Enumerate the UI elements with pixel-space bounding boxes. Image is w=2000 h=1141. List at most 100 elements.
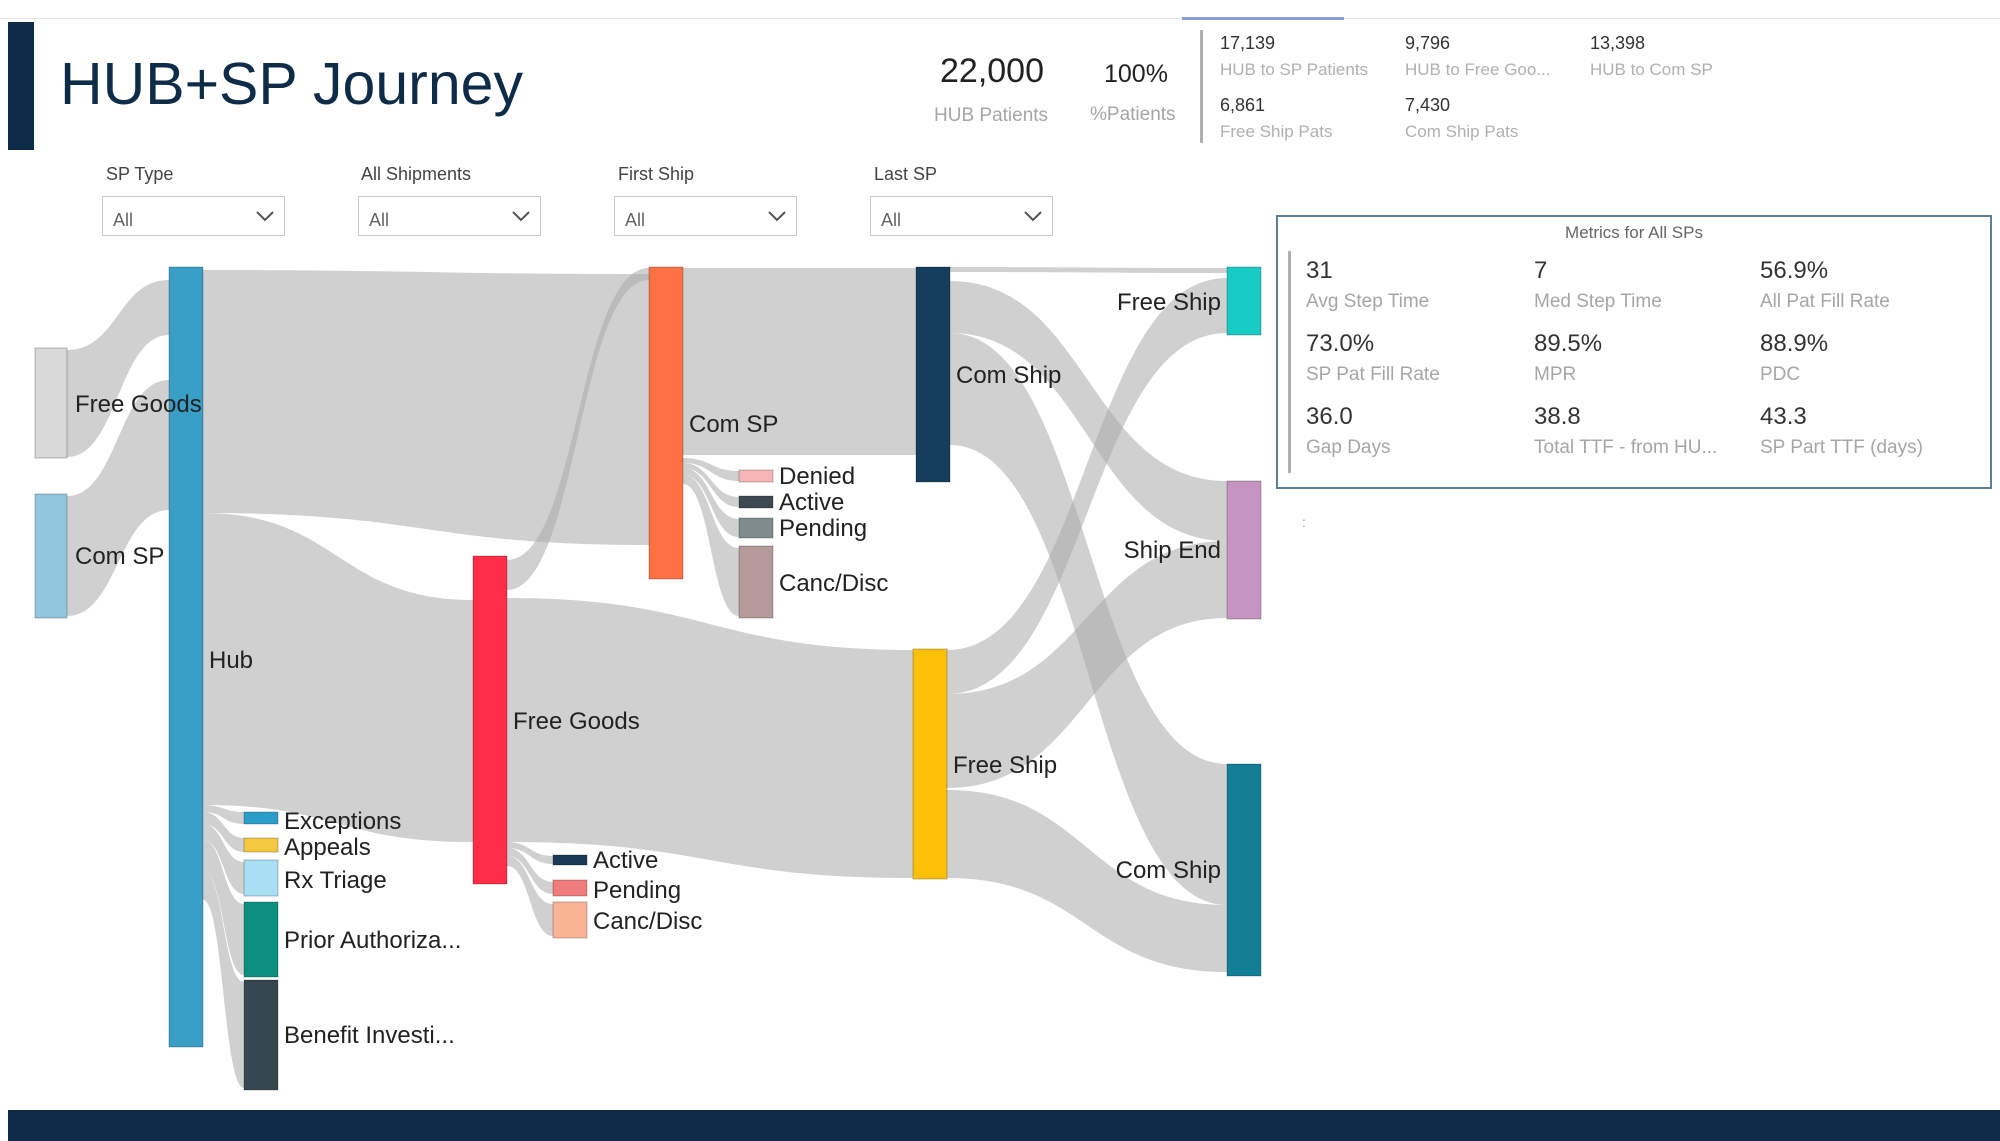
link-com-ship-to-end-ship-end[interactable] <box>950 281 1227 541</box>
metric-all-pat-fill-rate-label: All Pat Fill Rate <box>1760 291 1890 312</box>
slicer-last-sp-dropdown[interactable]: All <box>870 196 1053 236</box>
node-label-rx-triage: Rx Triage <box>284 867 387 894</box>
stray-mark: : <box>1302 514 1306 530</box>
link-com-sp-to-com-ship[interactable] <box>683 268 916 455</box>
node-hub[interactable] <box>168 266 204 1048</box>
slicer-first-ship-dropdown[interactable]: All <box>614 196 797 236</box>
slicer-sp-type-label: SP Type <box>106 164 174 184</box>
metric-sp-part-ttf-label: SP Part TTF (days) <box>1760 437 1923 458</box>
link-free-ship-to-end-ship-end[interactable] <box>947 541 1227 788</box>
slicer-all-shipments-value: All <box>369 210 390 230</box>
metric-gap-days-label: Gap Days <box>1306 437 1391 458</box>
node-end-ship-end[interactable] <box>1226 480 1262 620</box>
node-com-ship[interactable] <box>915 266 951 483</box>
link-hub-to-exceptions[interactable] <box>203 805 244 824</box>
node-src-free[interactable] <box>34 347 68 459</box>
metric-total-ttf-value: 38.8 <box>1534 403 1581 430</box>
node-label-free-goods: Free Goods <box>513 708 640 735</box>
node-label-free-ship: Free Ship <box>953 752 1057 779</box>
node-end-com-ship[interactable] <box>1226 763 1262 977</box>
link-com-sp-to-com-denied[interactable] <box>683 458 739 481</box>
node-com-pending[interactable] <box>738 517 774 539</box>
link-free-goods-to-free-ship[interactable] <box>507 598 913 878</box>
slicer-all-shipments-dropdown[interactable]: All <box>358 196 541 236</box>
kpi-hub-to-free-value: 9,796 <box>1405 33 1451 53</box>
active-page-tab-indicator[interactable] <box>1182 17 1344 20</box>
node-com-active[interactable] <box>738 495 774 509</box>
node-free-active[interactable] <box>552 854 588 866</box>
link-free-goods-to-free-canc[interactable] <box>507 856 553 936</box>
top-divider <box>0 18 2000 19</box>
node-label-exceptions: Exceptions <box>284 808 401 835</box>
node-label-prior-auth: Prior Authoriza... <box>284 927 461 954</box>
chevron-down-icon <box>256 211 274 222</box>
node-label-com-denied: Denied <box>779 463 855 490</box>
link-com-sp-to-com-pending[interactable] <box>683 468 739 537</box>
node-src-com[interactable] <box>34 493 68 619</box>
node-com-sp[interactable] <box>648 266 684 580</box>
kpi-hub-to-sp-value: 17,139 <box>1220 33 1276 53</box>
slicer-first-ship-label: First Ship <box>618 164 695 184</box>
metric-avg-step-time-label: Avg Step Time <box>1306 291 1430 312</box>
node-exceptions[interactable] <box>243 811 279 825</box>
link-hub-to-benefit-inv[interactable] <box>203 870 244 1088</box>
kpi-separator <box>1200 30 1203 143</box>
node-label-src-free: Free Goods <box>75 391 202 418</box>
node-label-end-com-ship: Com Ship <box>1116 857 1221 884</box>
kpi-hub-to-com-value: 13,398 <box>1590 33 1646 53</box>
node-free-goods[interactable] <box>472 555 508 885</box>
node-label-com-ship: Com Ship <box>956 362 1061 389</box>
kpi-hub-to-com-label: HUB to Com SP <box>1590 60 1713 79</box>
link-hub-to-free-goods[interactable] <box>203 513 473 842</box>
metric-sp-pat-fill-rate-label: SP Pat Fill Rate <box>1306 364 1440 385</box>
node-label-appeals: Appeals <box>284 834 371 861</box>
metric-gap-days-value: 36.0 <box>1306 403 1353 430</box>
link-src-free-to-hub[interactable] <box>67 280 169 457</box>
node-label-com-active: Active <box>779 489 844 516</box>
link-free-goods-to-free-pending[interactable] <box>507 848 553 894</box>
metric-mpr-value: 89.5% <box>1534 330 1603 357</box>
slicer-sp-type-dropdown[interactable]: All <box>102 196 285 236</box>
metric-pdc-value: 88.9% <box>1760 330 1829 357</box>
link-free-goods-to-free-active[interactable] <box>507 842 553 864</box>
link-hub-to-rx-triage[interactable] <box>203 824 244 894</box>
node-com-canc[interactable] <box>738 545 774 619</box>
node-label-com-sp: Com SP <box>689 411 778 438</box>
node-free-ship[interactable] <box>912 648 948 880</box>
link-com-sp-to-com-canc[interactable] <box>683 475 739 616</box>
node-label-com-canc: Canc/Disc <box>779 570 888 597</box>
node-label-free-pending: Pending <box>593 877 681 904</box>
node-appeals[interactable] <box>243 837 279 853</box>
link-hub-to-com-sp[interactable] <box>203 270 649 545</box>
link-com-sp-to-com-active[interactable] <box>683 463 739 507</box>
node-rx-triage[interactable] <box>243 859 279 897</box>
slicer-last-sp-value: All <box>881 210 902 230</box>
metric-total-ttf-label: Total TTF - from HU... <box>1534 437 1718 458</box>
metric-mpr-label: MPR <box>1534 364 1577 385</box>
metric-sp-part-ttf-value: 43.3 <box>1760 403 1807 430</box>
link-com-ship-to-end-free-ship[interactable] <box>950 267 1227 273</box>
link-hub-to-prior-auth[interactable] <box>203 840 244 975</box>
kpi-com-ship-value: 7,430 <box>1405 95 1451 115</box>
slicer-first-ship-value: All <box>625 210 646 230</box>
link-free-ship-to-end-free-ship[interactable] <box>947 278 1227 694</box>
kpi-free-ship-value: 6,861 <box>1220 95 1266 115</box>
metric-all-pat-fill-rate-value: 56.9% <box>1760 257 1829 284</box>
node-prior-auth[interactable] <box>243 901 279 978</box>
node-com-denied[interactable] <box>738 469 774 483</box>
link-src-com-to-hub[interactable] <box>67 380 169 616</box>
link-free-goods-to-com-sp[interactable] <box>507 268 649 590</box>
node-free-canc[interactable] <box>552 901 588 939</box>
kpi-hub-to-free-label: HUB to Free Goo... <box>1405 60 1551 79</box>
kpi-com-ship-label: Com Ship Pats <box>1405 122 1519 141</box>
node-label-free-active: Active <box>593 847 658 874</box>
link-hub-to-appeals[interactable] <box>203 812 244 852</box>
metrics-accent-bar <box>1288 251 1291 473</box>
link-free-ship-to-end-com-ship[interactable] <box>947 790 1227 972</box>
node-label-end-ship-end: Ship End <box>1124 537 1221 564</box>
metrics-card: Metrics for All SPs 31 Avg Step Time 7 M… <box>1276 215 1992 489</box>
node-end-free-ship[interactable] <box>1226 266 1262 336</box>
node-benefit-inv[interactable] <box>243 979 279 1091</box>
node-free-pending[interactable] <box>552 879 588 897</box>
